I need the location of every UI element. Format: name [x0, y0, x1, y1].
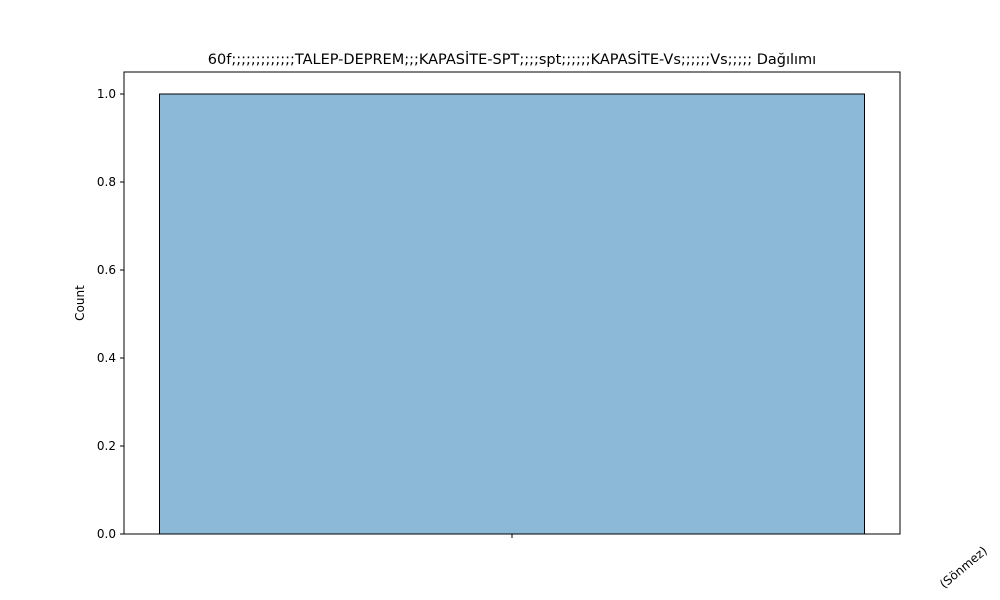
- bar: [159, 93, 865, 535]
- x-tick-label: (Sönmez): [937, 544, 990, 592]
- chart-title: 60f;;;;;;;;;;;;;TALEP-DEPREM;;;KAPASİTE-…: [208, 50, 816, 68]
- y-tick-label: 1.0: [97, 87, 116, 101]
- y-tick-label: 0.4: [97, 351, 116, 365]
- y-tick-label: 0.0: [97, 527, 116, 541]
- y-tick-label: 0.8: [97, 175, 116, 189]
- y-tick-label: 0.2: [97, 439, 116, 453]
- y-tick-label: 0.6: [97, 263, 116, 277]
- y-axis-label: Count: [73, 285, 87, 321]
- plot-frame: [123, 71, 901, 535]
